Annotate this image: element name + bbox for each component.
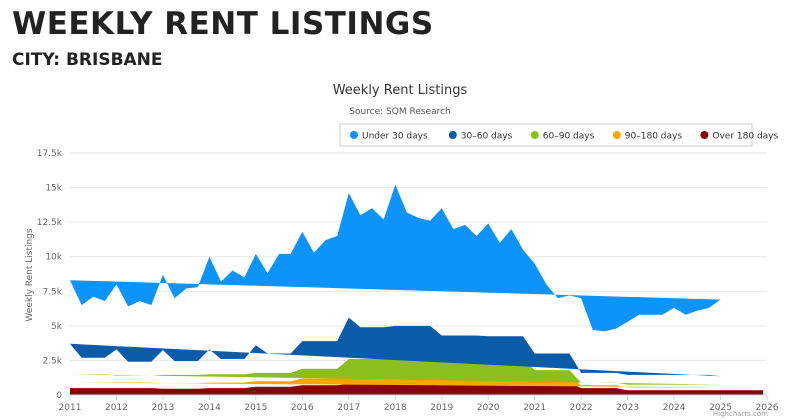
x-tick-label: 2019 (430, 403, 453, 413)
x-tick-label: 2011 (59, 403, 82, 413)
city-label: CITY: BRISBANE (12, 50, 163, 70)
legend-item[interactable]: 60–90 days (530, 131, 595, 142)
page-heading: WEEKLY RENT LISTINGS (12, 6, 434, 42)
x-tick-label: 2018 (384, 403, 407, 413)
y-tick-label: 2.5k (42, 356, 62, 366)
y-tick-label: 12.5k (37, 218, 63, 228)
chart-title: Weekly Rent Listings (333, 83, 468, 98)
x-tick-label: 2013 (151, 403, 174, 413)
legend-label: 30–60 days (461, 132, 513, 142)
x-tick-label: 2025 (709, 403, 732, 413)
legend-marker (700, 131, 709, 139)
series-area-over-180-days (70, 381, 764, 395)
x-tick-label: 2012 (105, 403, 128, 413)
x-tick-label: 2024 (663, 403, 686, 413)
legend-marker (448, 131, 457, 139)
series-area-30-60-days (70, 317, 721, 377)
highcharts-credit[interactable]: Highcharts.com (713, 410, 768, 418)
y-tick-label: 5k (51, 322, 63, 332)
x-tick-label: 2020 (477, 403, 500, 413)
legend-label: 90–180 days (625, 132, 683, 142)
x-tick-label: 2016 (291, 403, 314, 413)
legend-marker (350, 131, 358, 139)
series-area-60-90-days (70, 356, 721, 385)
series-area-under-30-days (70, 184, 721, 332)
legend-item[interactable]: Under 30 days (350, 131, 428, 142)
y-tick-label: 15k (45, 184, 62, 194)
legend-marker (612, 131, 621, 139)
y-axis-label: Weekly Rent Listings (25, 228, 35, 321)
legend-item[interactable]: 30–60 days (448, 131, 513, 142)
x-tick-label: 2017 (337, 403, 360, 413)
x-tick-label: 2021 (523, 403, 546, 413)
y-tick-label: 0 (56, 391, 62, 401)
x-tick-label: 2026 (756, 403, 779, 413)
y-tick-label: 10k (45, 253, 62, 263)
legend-box (339, 123, 753, 147)
legend-item[interactable]: 90–180 days (612, 131, 683, 142)
legend-item[interactable]: Over 180 days (700, 131, 779, 142)
y-tick-label: 7.5k (42, 287, 62, 297)
legend-label: Under 30 days (362, 132, 428, 142)
chart-subtitle: Source: SQM Research (349, 107, 451, 117)
x-tick-label: 2023 (616, 403, 639, 413)
legend-label: 60–90 days (543, 132, 595, 142)
legend-label: Over 180 days (712, 132, 778, 142)
legend-marker (530, 131, 539, 139)
x-tick-label: 2022 (570, 403, 593, 413)
x-tick-label: 2014 (198, 403, 221, 413)
x-tick-label: 2015 (244, 403, 267, 413)
y-tick-label: 17.5k (37, 149, 63, 159)
